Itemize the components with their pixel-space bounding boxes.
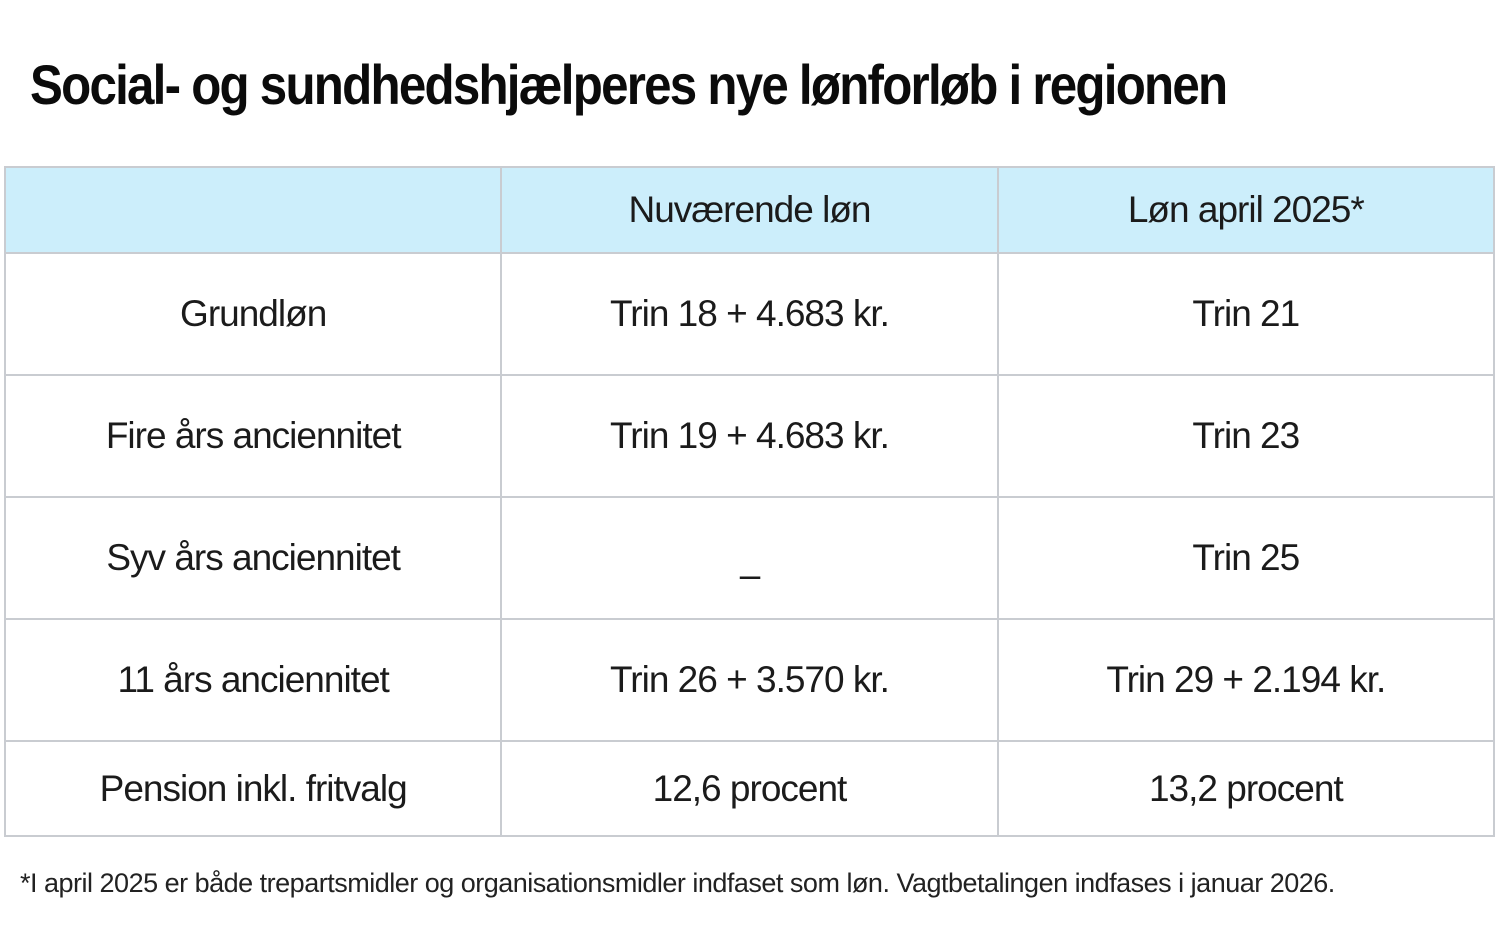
cell-text: Pension inkl. fritvalg	[99, 767, 408, 809]
cell-text: Trin 26 + 3.570 kr.	[610, 659, 890, 700]
table-row: Fire års anciennitet Trin 19 + 4.683 kr. T…	[3, 374, 1496, 498]
cell-text: Trin 19 + 4.683 kr.	[610, 415, 890, 456]
column-header: Nuværende løn	[500, 166, 999, 254]
cell-text: 13,2 procent	[1148, 767, 1344, 809]
row-label-cell: 11 års anciennitet	[3, 618, 503, 742]
cell-text: 11 års anciennitet	[117, 659, 389, 700]
value-cell: –	[500, 496, 999, 620]
value-cell: Trin 29 + 2.194 kr.	[996, 618, 1496, 742]
table-header-row: Nuværende løn Løn april 2025*	[3, 166, 1496, 254]
cell-text: –	[739, 554, 761, 595]
table-header: Nuværende løn Løn april 2025*	[3, 166, 1496, 254]
row-label-cell: Syv års anciennitet	[3, 496, 503, 620]
value-cell: 12,6 procent	[500, 740, 999, 837]
cell-text: Trin 23	[1192, 415, 1300, 456]
cell-text: Trin 29 + 2.194 kr.	[1106, 659, 1386, 700]
table-row: Syv års anciennitet – Trin 25	[3, 496, 1496, 620]
page-title: Social- og sundhedshjælperes nye lønforl…	[30, 53, 1228, 116]
column-header: Løn april 2025*	[996, 166, 1496, 254]
cell-text: Trin 25	[1192, 537, 1300, 578]
cell-text: Fire års anciennitet	[105, 415, 402, 456]
salary-table: Nuværende løn Løn april 2025* Grundløn Tri…	[3, 166, 1496, 837]
value-cell: Trin 23	[996, 374, 1496, 498]
value-cell: Trin 19 + 4.683 kr.	[500, 374, 999, 498]
row-label-cell: Fire års anciennitet	[3, 374, 503, 498]
value-cell: Trin 25	[996, 496, 1496, 620]
column-header-empty	[3, 166, 503, 254]
cell-text: Trin 18 + 4.683 kr.	[610, 293, 890, 334]
cell-text: 12,6 procent	[652, 767, 848, 809]
table-row: Pension inkl. fritvalg 12,6 procent 13,2 p…	[3, 740, 1496, 837]
cell-text: Syv års anciennitet	[106, 537, 401, 578]
table-row: 11 års anciennitet Trin 26 + 3.570 kr. Tri…	[3, 618, 1496, 742]
cell-text: Grundløn	[180, 293, 327, 334]
footnote: *I april 2025 er både trepartsmidler og …	[20, 868, 1335, 898]
row-label-cell: Grundløn	[3, 252, 503, 376]
row-label-cell: Pension inkl. fritvalg	[3, 740, 503, 837]
table-body: Grundløn Trin 18 + 4.683 kr. Trin 21 Fire å…	[3, 252, 1496, 837]
value-cell: Trin 21	[996, 252, 1496, 376]
cell-text: Trin 21	[1192, 293, 1300, 334]
table-row: Grundløn Trin 18 + 4.683 kr. Trin 21	[3, 252, 1496, 376]
value-cell: Trin 18 + 4.683 kr.	[500, 252, 999, 376]
value-cell: Trin 26 + 3.570 kr.	[500, 618, 999, 742]
value-cell: 13,2 procent	[996, 740, 1496, 837]
